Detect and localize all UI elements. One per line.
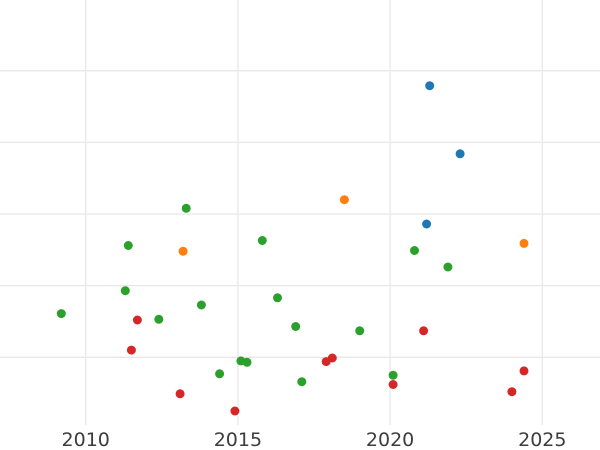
scatter-point-red [327, 353, 337, 363]
scatter-point-green [273, 293, 282, 303]
scatter-point-red [126, 345, 136, 355]
scatter-point-green [215, 369, 225, 379]
scatter-point-green [196, 300, 206, 310]
scatter-point-green [388, 370, 398, 380]
scatter-point-green [257, 236, 267, 245]
x-tick-label: 2025 [518, 429, 566, 450]
scatter-point-green [355, 326, 365, 336]
scatter-point-red [132, 315, 142, 325]
scatter-point-blue [455, 149, 465, 159]
scatter-point-red [388, 380, 398, 389]
scatter-point-blue [425, 81, 435, 91]
scatter-point-red [175, 389, 185, 399]
scatter-point-green [242, 357, 252, 367]
scatter-point-green [154, 314, 164, 324]
scatter-point-green [410, 246, 419, 255]
scatter-point-green [120, 286, 130, 296]
scatter-point-blue [422, 219, 432, 229]
scatter-point-red [419, 326, 429, 336]
scatter-point-red [519, 366, 529, 376]
scatter-point-green [123, 241, 133, 250]
scatter-point-green [443, 262, 453, 272]
scatter-point-green [181, 203, 191, 213]
scatter-point-orange [339, 195, 349, 205]
x-tick-label: 2015 [214, 429, 262, 450]
scatter-point-orange [519, 238, 529, 248]
scatter-point-orange [178, 246, 188, 256]
x-tick-label: 2010 [62, 429, 110, 450]
scatter-point-red [507, 387, 517, 397]
scatter-point-red [230, 406, 240, 416]
x-tick-label: 2020 [366, 429, 414, 450]
scatter-point-green [297, 377, 307, 387]
scatter-point-green [56, 309, 66, 319]
scatter-point-green [291, 322, 301, 331]
